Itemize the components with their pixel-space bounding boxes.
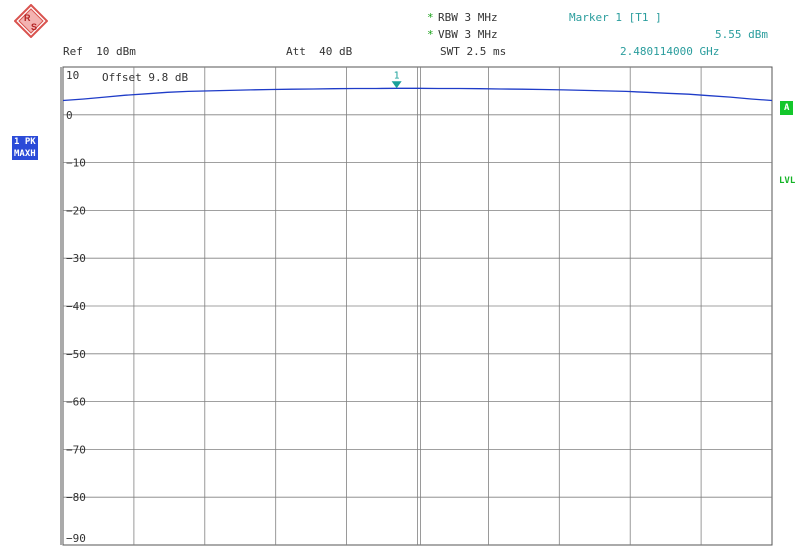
y-tick-label: −40: [66, 300, 86, 313]
trace-mode-maxh: MAXH: [12, 148, 38, 160]
marker-1-label: 1: [394, 70, 400, 81]
swt-text: SWT 2.5 ms: [440, 45, 507, 58]
attenuation-text: Att 40 dB: [286, 45, 353, 58]
marker-level: 5.55 dBm: [715, 28, 768, 41]
offset-annotation: Offset 9.8 dB: [102, 71, 188, 84]
y-tick-label: −90: [66, 532, 86, 545]
rbw-text: RBW 3 MHz: [438, 11, 498, 24]
trace-mode-pk: 1 PK: [12, 136, 38, 148]
marker-frequency: 2.480114000 GHz: [620, 45, 720, 58]
y-tick-label: −80: [66, 491, 86, 504]
y-tick-label: −50: [66, 348, 86, 361]
marker-1-triangle: [391, 81, 402, 89]
y-tick-label: 10: [66, 69, 79, 82]
y-tick-label: −30: [66, 252, 86, 265]
y-tick-label: 0: [66, 109, 73, 122]
y-tick-label: −20: [66, 204, 86, 217]
rohde-schwarz-logo: R S: [13, 3, 49, 42]
rbw-star: *: [427, 11, 434, 24]
y-tick-label: −70: [66, 443, 86, 456]
y-tick-label: −60: [66, 396, 86, 409]
trace-a-indicator: A: [780, 101, 794, 115]
marker-title: Marker 1 [T1 ]: [569, 11, 662, 24]
y-tick-label: −10: [66, 157, 86, 170]
ref-level-text: Ref 10 dBm: [63, 45, 136, 58]
svg-text:S: S: [31, 22, 37, 32]
trace-line: [62, 87, 773, 102]
lvl-indicator: LVL: [779, 176, 796, 186]
vbw-star: *: [427, 28, 434, 41]
vbw-text: VBW 3 MHz: [438, 28, 498, 41]
logo-letters: R: [24, 13, 31, 23]
